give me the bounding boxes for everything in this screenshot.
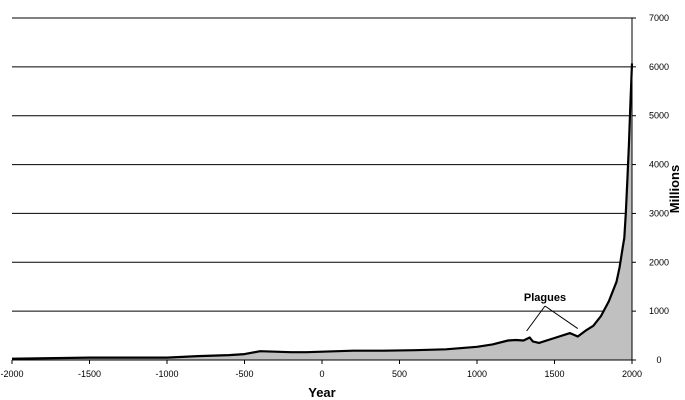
x-tick-label: -1500 xyxy=(78,369,101,379)
x-tick-labels: -2000 -1500 -1000 -500 0 500 1000 1500 2000 xyxy=(0,360,642,379)
y-tick-label: 2000 xyxy=(649,257,669,267)
annotation-pointer-line xyxy=(526,305,546,332)
annotation-plagues: Plagues xyxy=(524,292,566,304)
annotation-pointer-line xyxy=(544,305,579,329)
population-line xyxy=(11,63,634,360)
series-layer xyxy=(11,63,634,361)
y-tick-label: 4000 xyxy=(649,160,669,170)
x-tick-label: -2000 xyxy=(0,369,23,379)
x-tick-label: 500 xyxy=(392,369,407,379)
plot-area xyxy=(12,18,632,360)
y-tick-label: 6000 xyxy=(649,62,669,72)
x-tick-label: 1500 xyxy=(544,369,564,379)
x-tick-label: -1000 xyxy=(155,369,178,379)
y-tick-label: 7000 xyxy=(649,13,669,23)
y-tick-label: 5000 xyxy=(649,111,669,121)
gridlines xyxy=(12,17,632,312)
y-tick-label: 1000 xyxy=(649,306,669,316)
y-tick-labels: 0 1000 2000 3000 4000 5000 6000 7000 xyxy=(632,13,669,365)
x-tick-label: 2000 xyxy=(622,369,642,379)
y-axis-title: Millions xyxy=(667,165,682,213)
annotation-pointers xyxy=(526,305,579,332)
x-axis-title: Year xyxy=(308,385,335,400)
y-tick-label: 3000 xyxy=(649,208,669,218)
annotations: Plagues xyxy=(524,292,579,332)
x-tick-label: 0 xyxy=(319,369,324,379)
x-tick-label: 1000 xyxy=(467,369,487,379)
y-tick-label: 0 xyxy=(656,355,661,365)
x-tick-label: -500 xyxy=(235,369,253,379)
